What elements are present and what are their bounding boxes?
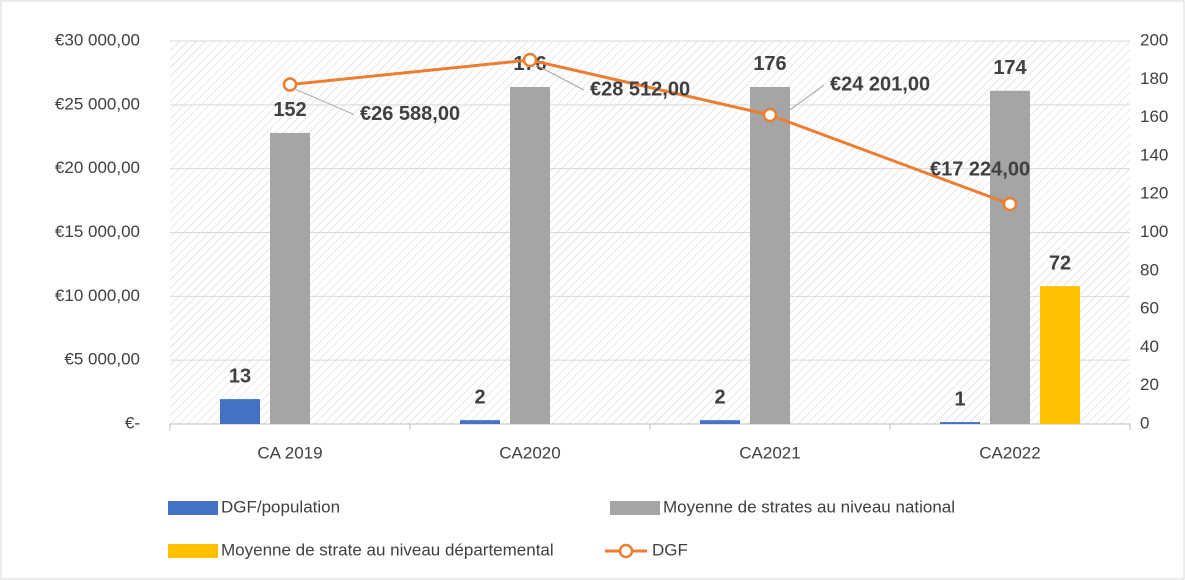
line-marker — [1002, 196, 1018, 212]
data-label: 2 — [474, 386, 485, 408]
legend-swatch — [168, 544, 218, 558]
y2-tick-label: 80 — [1140, 260, 1159, 279]
y2-tick-label: 20 — [1140, 375, 1159, 394]
leader-line — [295, 89, 355, 116]
y-tick-label: €10 000,00 — [55, 286, 140, 305]
y2-tick-label: 140 — [1140, 145, 1168, 164]
data-label: 2 — [714, 386, 725, 408]
y-tick-label: €20 000,00 — [55, 158, 140, 177]
legend-swatch — [168, 501, 218, 515]
legend-swatch — [610, 501, 660, 515]
legend-label: DGF/population — [221, 497, 340, 516]
y2-tick-label: 60 — [1140, 299, 1159, 318]
bar — [1040, 286, 1080, 424]
y2-tick-label: 100 — [1140, 222, 1168, 241]
legend-label: DGF — [652, 540, 688, 559]
bar — [700, 420, 740, 424]
bar — [460, 420, 500, 424]
leader-line — [775, 84, 825, 121]
line — [289, 58, 1011, 206]
y2-tick-label: 120 — [1140, 184, 1168, 203]
bar — [510, 86, 550, 425]
bar — [270, 132, 310, 425]
y2-tick-label: 200 — [1140, 30, 1168, 49]
data-label: 13 — [229, 365, 251, 387]
bar — [940, 422, 980, 424]
y-tick-label: €- — [125, 413, 140, 432]
legend-label: Moyenne de strates au niveau national — [663, 497, 955, 516]
y2-tick-label: 0 — [1140, 413, 1149, 432]
bar — [750, 86, 790, 425]
legend-marker — [618, 543, 634, 559]
x-tick-label: CA2021 — [739, 443, 800, 462]
leader-line — [535, 64, 585, 91]
bar — [220, 399, 260, 424]
data-label: 152 — [273, 99, 306, 121]
data-label: 174 — [993, 57, 1027, 79]
x-tick-label: CA 2019 — [257, 443, 322, 462]
bar — [990, 90, 1030, 424]
y-tick-label: €5 000,00 — [64, 350, 140, 369]
line-marker — [282, 77, 298, 92]
data-label: €26 588,00 — [360, 103, 460, 125]
data-label: €17 224,00 — [930, 158, 1030, 180]
data-label: 72 — [1049, 252, 1071, 274]
legend-label: Moyenne de strate au niveau départementa… — [221, 540, 554, 559]
y2-tick-label: 160 — [1140, 107, 1168, 126]
y2-tick-label: 40 — [1140, 337, 1159, 356]
y-tick-label: €30 000,00 — [55, 30, 140, 49]
data-label: €28 512,00 — [590, 78, 690, 100]
data-label: €24 201,00 — [830, 73, 930, 95]
y2-tick-label: 180 — [1140, 69, 1168, 88]
line-marker — [762, 107, 778, 123]
line-marker — [522, 52, 538, 68]
x-tick-label: CA2020 — [499, 443, 560, 462]
x-tick-label: CA2022 — [979, 443, 1040, 462]
data-label: 176 — [753, 53, 786, 75]
y-tick-label: €25 000,00 — [55, 94, 140, 113]
data-label: 1 — [954, 388, 965, 410]
y-tick-label: €15 000,00 — [55, 222, 140, 241]
